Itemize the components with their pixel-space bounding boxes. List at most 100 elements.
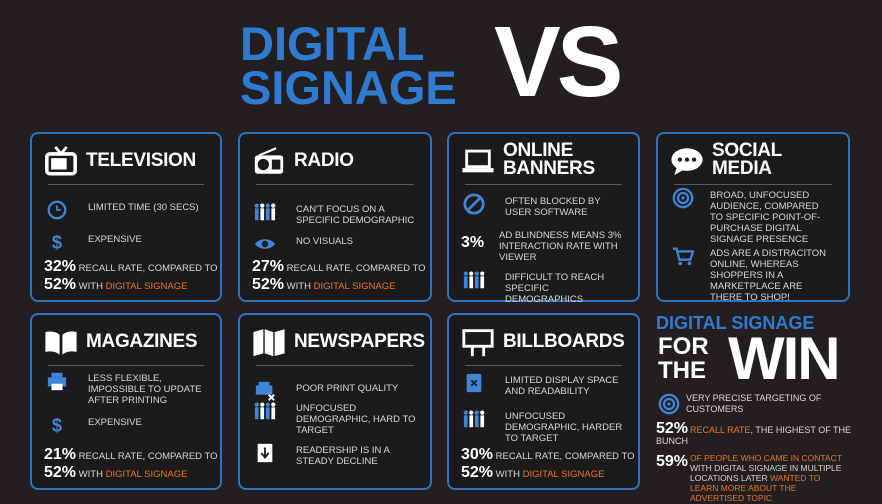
icon: $ (46, 414, 68, 436)
icon (463, 269, 485, 291)
card-title: TELEVISION (86, 150, 196, 171)
stat-value: 27% (252, 258, 285, 275)
icon-svg (466, 373, 482, 393)
item-text: EXPENSIVE (88, 417, 142, 428)
item-text: ADS ARE A DISTRACITON ONLINE, WHEREAS SH… (710, 248, 826, 303)
win-value: 59% (656, 453, 689, 470)
stat-row: 32% RECALL RATE, COMPARED TO (44, 258, 218, 276)
divider (256, 365, 414, 366)
icon-svg (462, 329, 494, 357)
icon (252, 325, 286, 359)
icon-svg (462, 149, 494, 173)
win-title: DIGITAL SIGNAGE (656, 313, 815, 333)
item-text: BROAD, UNFOCUSED AUDIENCE, COMPARED TO S… (710, 190, 821, 245)
win-item: 52% RECALL RATE, THE HIGHEST OF THE BUNCH (656, 420, 852, 447)
divider (48, 365, 204, 366)
item-text: LIMITED TIME (30 SECS) (88, 202, 199, 213)
item-text: POOR PRINT QUALITY (296, 383, 399, 394)
win-text: WITH DIGITAL SIGNAGE IN MULTIPLE LOCATIO… (690, 463, 842, 483)
icon-svg (254, 203, 276, 221)
item-text: DIFFICULT TO REACH SPECIFIC DEMOGRAPHICS (505, 272, 605, 305)
item-text: LIMITED DISPLAY SPACE AND READABILITY (505, 375, 619, 397)
stat-value: 21% (44, 446, 77, 463)
divider (48, 184, 204, 185)
item-text: UNFOCUSED DEMOGRAPHIC, HARD TO TARGET (296, 403, 416, 436)
card-title-line: TELEVISION (86, 150, 196, 171)
card-title-line: MEDIA (712, 158, 772, 179)
win-for: FOR (658, 333, 709, 360)
icon-svg (45, 331, 77, 355)
icon (463, 408, 485, 430)
icon (44, 325, 78, 359)
stat-value: 52% (461, 464, 494, 481)
svg-text:$: $ (52, 414, 62, 435)
card: NEWSPAPERS POOR PRINT QUALITY UNFOCUSED DE… (238, 313, 432, 490)
card: ONLINE BANNERS OFTEN BLOCKED BY USER SOFTW… (447, 132, 640, 305)
item-text: READERSHIP IS IN A STEADY DECLINE (296, 445, 390, 467)
divider (465, 365, 622, 366)
icon-svg: $ (52, 414, 62, 435)
icon (658, 393, 680, 415)
card: MAGAZINES LESS FLEXIBLE, IMPOSSIBLE TO UP… (30, 313, 222, 490)
card: SOCIAL MEDIA BROAD, UNFOCUSED AUDIENCE, CO… (656, 132, 850, 303)
stat-row: 52% WITH DIGITAL SIGNAGE (461, 464, 604, 482)
icon: $ (46, 231, 68, 253)
card: RADIO CAN'T FOCUS ON A SPECIFIC DEMOGRAPH… (238, 132, 432, 302)
stat-highlight: DIGITAL SIGNAGE (105, 281, 188, 292)
icon-svg (463, 410, 485, 428)
icon (254, 400, 276, 422)
card-title-line: MAGAZINES (86, 331, 198, 352)
item-text: CAN'T FOCUS ON A SPECIFIC DEMOGRAPHIC (296, 204, 415, 226)
icon (252, 144, 286, 178)
card-title: RADIO (294, 151, 354, 170)
icon (254, 442, 276, 464)
card-title: BILLBOARDS (503, 331, 625, 352)
stat-row: 21% RECALL RATE, COMPARED TO (44, 446, 218, 464)
stat-row: 52% WITH DIGITAL SIGNAGE (252, 276, 395, 294)
icon (44, 144, 78, 178)
icon-svg (671, 148, 703, 176)
stat-highlight: DIGITAL SIGNAGE (105, 469, 188, 480)
icon-svg (45, 145, 77, 176)
icon (46, 199, 68, 221)
win-panel: DIGITAL SIGNAGE FOR THE WIN VERY PRECISE TAR… (656, 313, 856, 503)
stat-text: WITH (78, 469, 103, 480)
item-text: EXPENSIVE (88, 234, 142, 245)
item-text: AD BLINDNESS MEANS 3% INTERACTION RATE W… (499, 230, 622, 263)
stat-text: RECALL RATE, COMPARED TO (78, 451, 218, 462)
card-title: SOCIAL MEDIA (712, 140, 782, 179)
item-stat: 3% (461, 234, 485, 251)
icon (463, 193, 485, 215)
stat-text: RECALL RATE, COMPARED TO (78, 263, 218, 274)
title-line: DIGITAL (240, 17, 425, 70)
stat-value: 52% (252, 276, 285, 293)
win-highlight: OF PEOPLE WHO CAME IN CONTACT (690, 453, 842, 463)
win-the: THE (658, 357, 706, 384)
icon-svg (254, 239, 276, 249)
stat-text: WITH (78, 281, 103, 292)
icon-svg (47, 372, 67, 391)
win-item: VERY PRECISE TARGETING OF CUSTOMERS (686, 393, 822, 414)
stat-row: 30% RECALL RATE, COMPARED TO (461, 446, 635, 464)
icon-svg (253, 329, 285, 357)
stat-highlight: DIGITAL SIGNAGE (313, 281, 396, 292)
icon-svg (463, 193, 485, 215)
card-title-line: SOCIAL (712, 140, 782, 161)
stat-value: 52% (44, 464, 77, 481)
stat-text: WITH (286, 281, 311, 292)
card: TELEVISION LIMITED TIME (30 SECS) $ EXPENSI… (30, 132, 222, 302)
icon-svg (254, 147, 284, 174)
card-title-line: NEWSPAPERS (294, 331, 425, 352)
divider (256, 184, 414, 185)
card-title: NEWSPAPERS (294, 331, 425, 352)
card-title-line: BILLBOARDS (503, 331, 625, 352)
icon-svg: $ (52, 231, 62, 252)
icon (463, 372, 485, 394)
item-text: OFTEN BLOCKED BY USER SOFTWARE (505, 196, 601, 218)
win-highlight: WANTED TO LEARN MORE ABOUT THE ADVERTISE… (690, 473, 821, 503)
icon-svg (658, 393, 680, 415)
item-text: NO VISUALS (296, 236, 354, 247)
win-value: 52% (656, 420, 689, 437)
icon (254, 380, 276, 402)
